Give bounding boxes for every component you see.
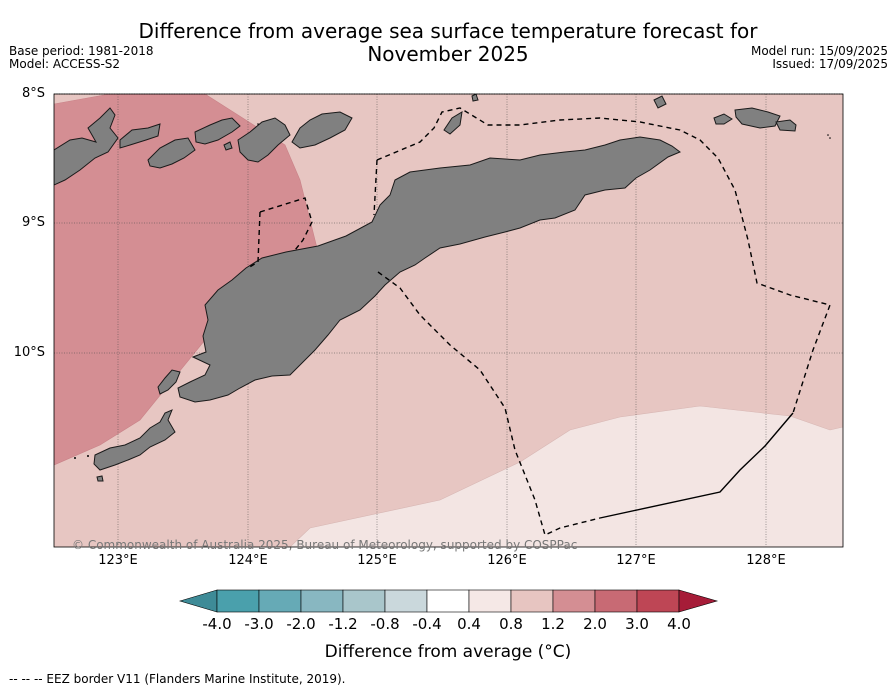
colorbar-cell (300, 589, 344, 613)
chart-title: Difference from average sea surface temp… (0, 20, 896, 66)
eez-footnote: -- -- -- EEZ border V11 (Flanders Marine… (9, 672, 346, 686)
colorbar-cell (594, 589, 638, 613)
lon-label-126e: 126°E (487, 553, 527, 568)
colorbar-tick: 0.4 (457, 615, 481, 633)
islet-5 (223, 141, 233, 151)
lon-label-125e: 125°E (357, 553, 397, 568)
meta-left: Base period: 1981-2018 Model: ACCESS-S2 (9, 45, 154, 71)
lat-label-9s: 9°S (21, 215, 45, 230)
islet-2 (653, 95, 667, 109)
flores-islands (54, 107, 119, 186)
timor-island (177, 136, 681, 403)
islet-4 (775, 119, 797, 132)
colorbar-tick: 2.0 (583, 615, 607, 633)
alor-island (194, 117, 241, 145)
colorbar-tick: -0.8 (370, 615, 400, 633)
colorbar-cell (384, 589, 428, 613)
title-line-1: Difference from average sea surface temp… (138, 19, 758, 43)
colorbar-cell (216, 589, 260, 613)
rote-island (93, 409, 176, 471)
model-run: Model run: 15/09/2025 (750, 44, 888, 58)
colorbar (178, 589, 719, 613)
meta-right: Model run: 15/09/2025 Issued: 17/09/2025 (751, 45, 888, 71)
map-area (54, 94, 843, 547)
colorbar-title: Difference from average (°C) (324, 642, 572, 662)
colorbar-tick: -0.4 (412, 615, 442, 633)
colorbar-cell (468, 589, 512, 613)
semau-island (157, 369, 181, 395)
colorbar-tick: 1.2 (541, 615, 565, 633)
islet-3 (713, 113, 733, 125)
wetar-west-island (443, 111, 463, 135)
land-masses (54, 94, 797, 482)
colorbar-cell (636, 589, 680, 613)
colorbar-tick: 0.8 (499, 615, 523, 633)
colorbar-cell (552, 589, 596, 613)
title-line-2: November 2025 (367, 42, 529, 66)
eez-border-solid (599, 412, 794, 519)
colorbar-cell (510, 589, 554, 613)
lon-label-128e: 128°E (746, 553, 786, 568)
issued-date: Issued: 17/09/2025 (772, 57, 888, 71)
islet-1 (471, 94, 479, 102)
lat-label-8s: 8°S (21, 86, 45, 101)
map-frame (53, 93, 844, 548)
colorbar-cell (342, 589, 386, 613)
ndao-island (96, 475, 104, 482)
colorbar-tick: -1.2 (328, 615, 358, 633)
base-period: Base period: 1981-2018 (9, 44, 154, 58)
colorbar-low-extend (178, 589, 218, 613)
colorbar-tick: -4.0 (202, 615, 232, 633)
eez-borders (247, 107, 831, 536)
colorbar-tick: -3.0 (244, 615, 274, 633)
small-islets (74, 123, 831, 459)
lon-label-123e: 123°E (98, 553, 138, 568)
colorbar-cell (426, 589, 470, 613)
babar-island (734, 107, 781, 129)
lat-label-10s: 10°S (13, 345, 45, 360)
alor-east-island (237, 117, 291, 163)
lon-label-124e: 124°E (228, 553, 268, 568)
colorbar-tick: 3.0 (625, 615, 649, 633)
colorbar-tick: -2.0 (286, 615, 316, 633)
anomaly-band-0.4-0.8 (289, 405, 843, 547)
atauro-island (291, 111, 353, 149)
colorbar-tick: 4.0 (667, 615, 691, 633)
colorbar-high-extend (678, 589, 719, 613)
lembata-island (119, 123, 161, 149)
pantar-island (147, 137, 196, 169)
lon-label-127e: 127°E (616, 553, 656, 568)
model-name: Model: ACCESS-S2 (9, 57, 121, 71)
colorbar-cell (258, 589, 302, 613)
copyright-text: © Commonwealth of Australia 2025, Bureau… (72, 538, 578, 552)
